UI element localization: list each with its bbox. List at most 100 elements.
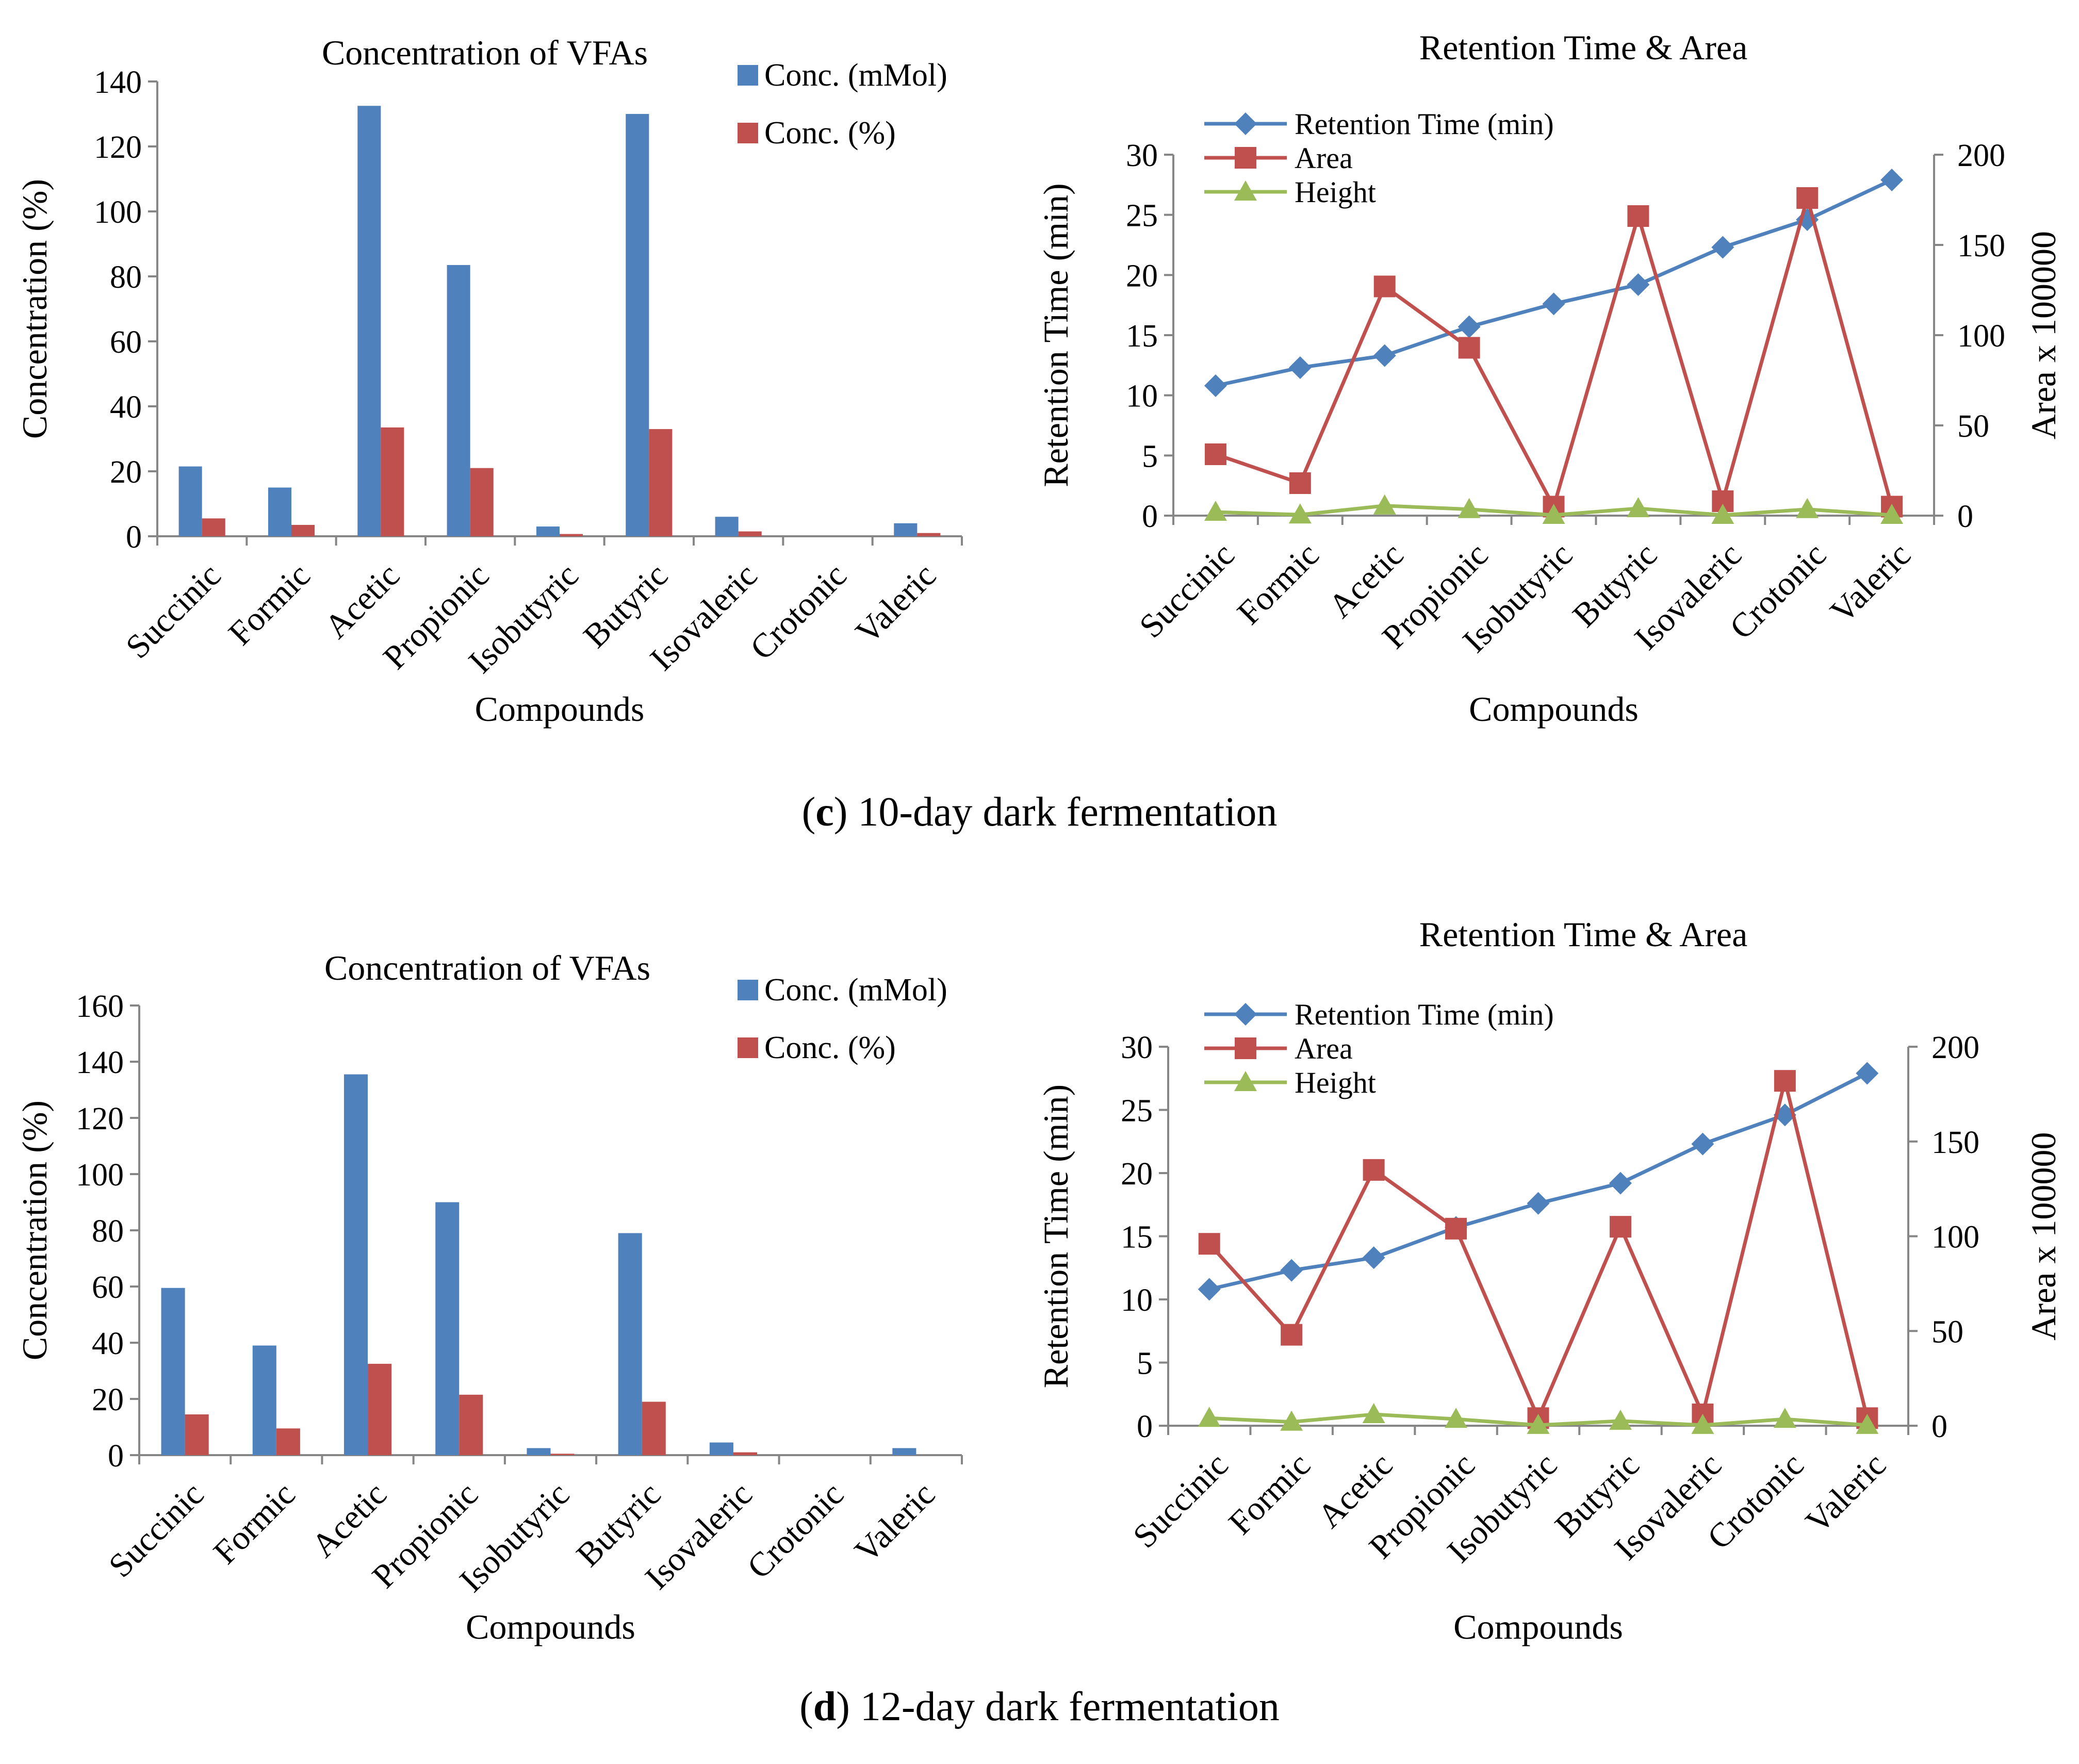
bar-percent bbox=[276, 1428, 300, 1455]
bar-mmol bbox=[618, 1233, 642, 1455]
y-tick-label: 10 bbox=[1126, 379, 1158, 414]
x-tick-label: Acetic bbox=[304, 1475, 394, 1564]
series-point bbox=[1856, 1062, 1879, 1085]
legend-marker bbox=[1235, 1037, 1256, 1059]
series-point bbox=[1880, 503, 1904, 524]
y2-tick-label: 200 bbox=[1931, 1030, 1979, 1065]
series-point bbox=[1204, 501, 1227, 521]
legend-marker bbox=[1234, 180, 1257, 201]
chart-title: Retention Time & Area bbox=[1419, 28, 1748, 67]
series-point bbox=[1445, 1217, 1467, 1240]
series-point bbox=[1445, 1408, 1468, 1428]
legend-marker bbox=[1234, 1071, 1257, 1091]
series-point bbox=[1288, 503, 1312, 524]
caption-d: (d) 12-day dark fermentation bbox=[799, 1684, 1280, 1729]
series-line bbox=[1215, 178, 1893, 388]
y-tick-label: 25 bbox=[1126, 199, 1158, 234]
series-point bbox=[1527, 1192, 1550, 1215]
bar-percent bbox=[550, 1454, 575, 1455]
bar-mmol bbox=[894, 523, 918, 536]
legend-label: Retention Time (min) bbox=[1295, 998, 1554, 1031]
y2-axis-label: Area x 100000 bbox=[2024, 1132, 2063, 1340]
y-tick-label: 25 bbox=[1121, 1094, 1153, 1129]
x-tick-label: Formic bbox=[1230, 536, 1326, 632]
bar-mmol bbox=[268, 487, 291, 536]
legend-label: Conc. (%) bbox=[764, 1030, 896, 1065]
series-point bbox=[1362, 1246, 1385, 1270]
y2-tick-label: 50 bbox=[1957, 409, 1989, 444]
chart-title: Concentration of VFAs bbox=[322, 33, 648, 72]
legend-marker bbox=[1234, 112, 1257, 135]
y-tick-label: 100 bbox=[94, 195, 142, 230]
bar-percent bbox=[642, 1402, 666, 1455]
series-point bbox=[1373, 344, 1396, 367]
series-point bbox=[1627, 497, 1650, 517]
legend-swatch bbox=[738, 980, 758, 1000]
series-point bbox=[1691, 1413, 1714, 1434]
y-tick-label: 80 bbox=[110, 260, 142, 295]
legend-label: Conc. (mMol) bbox=[764, 972, 947, 1008]
x-tick-label: Succinic bbox=[1132, 536, 1241, 645]
series-point bbox=[1458, 337, 1480, 359]
y-tick-label: 30 bbox=[1121, 1030, 1153, 1065]
x-axis-label: Compounds bbox=[1453, 1607, 1623, 1646]
series-point bbox=[1609, 1409, 1632, 1430]
series-point bbox=[1458, 315, 1481, 338]
bar-percent bbox=[560, 534, 583, 536]
series-point bbox=[1281, 1324, 1303, 1346]
y2-axis-label: Area x 100000 bbox=[2024, 231, 2063, 439]
y-axis-label: Concentration (%) bbox=[15, 179, 54, 439]
series-point bbox=[1280, 1410, 1303, 1431]
bar-percent bbox=[470, 468, 494, 536]
bar-percent bbox=[202, 518, 225, 536]
y-tick-label: 100 bbox=[76, 1158, 124, 1193]
y2-tick-label: 100 bbox=[1931, 1220, 1979, 1255]
series-point bbox=[1204, 443, 1226, 465]
y-tick-label: 5 bbox=[1142, 439, 1158, 474]
series-point bbox=[1711, 236, 1734, 259]
bar-mmol bbox=[626, 114, 649, 536]
legend-label: Height bbox=[1295, 175, 1376, 209]
y-tick-label: 160 bbox=[76, 989, 124, 1024]
x-tick-label: Valeric bbox=[1798, 1446, 1893, 1541]
series-point bbox=[1362, 1403, 1385, 1423]
x-tick-label: Valeric bbox=[847, 1475, 942, 1570]
x-tick-label: Succinic bbox=[1126, 1446, 1235, 1555]
y-axis-label: Retention Time (min) bbox=[1036, 1084, 1075, 1388]
legend-label: Retention Time (min) bbox=[1295, 107, 1554, 141]
bar-percent bbox=[185, 1414, 209, 1455]
bar-mmol bbox=[343, 1074, 368, 1455]
series-point bbox=[1627, 273, 1650, 296]
bar-mmol bbox=[161, 1288, 185, 1455]
x-tick-label: Valeric bbox=[1823, 536, 1918, 631]
series-point bbox=[1609, 1172, 1632, 1195]
y-tick-label: 0 bbox=[126, 520, 142, 555]
chart-d-bar: Concentration of VFAs 0 20 40 60 80 100 120 140 1… bbox=[15, 948, 963, 1646]
caption-d-letter: d bbox=[813, 1684, 837, 1729]
bar-percent bbox=[917, 533, 941, 536]
series-point bbox=[1527, 1413, 1550, 1434]
y2-tick-label: 200 bbox=[1957, 138, 2005, 173]
legend-label: Height bbox=[1295, 1066, 1376, 1099]
bar-mmol bbox=[527, 1448, 551, 1455]
legend-label: Conc. (mMol) bbox=[764, 58, 947, 93]
y-tick-label: 15 bbox=[1126, 319, 1158, 354]
y-tick-label: 0 bbox=[108, 1439, 124, 1474]
series-point bbox=[1856, 1413, 1879, 1434]
series-point bbox=[1691, 1132, 1714, 1156]
series-point bbox=[1542, 503, 1565, 524]
x-tick-label: Crotonic bbox=[1723, 536, 1834, 647]
bar-mmol bbox=[892, 1448, 916, 1455]
y2-tick-label: 150 bbox=[1931, 1125, 1979, 1160]
y-tick-label: 80 bbox=[92, 1214, 124, 1249]
series-point bbox=[1288, 356, 1312, 379]
legend-label: Conc. (%) bbox=[764, 116, 896, 151]
x-tick-label: Succinic bbox=[119, 556, 228, 666]
legend-label: Area bbox=[1295, 1032, 1353, 1065]
y2-tick-label: 0 bbox=[1931, 1409, 1947, 1444]
y-axis-label: Retention Time (min) bbox=[1036, 183, 1075, 487]
y2-tick-label: 150 bbox=[1957, 228, 2005, 263]
bar-mmol bbox=[447, 265, 470, 536]
y-tick-label: 10 bbox=[1121, 1283, 1153, 1318]
x-tick-label: Succinic bbox=[102, 1475, 211, 1585]
